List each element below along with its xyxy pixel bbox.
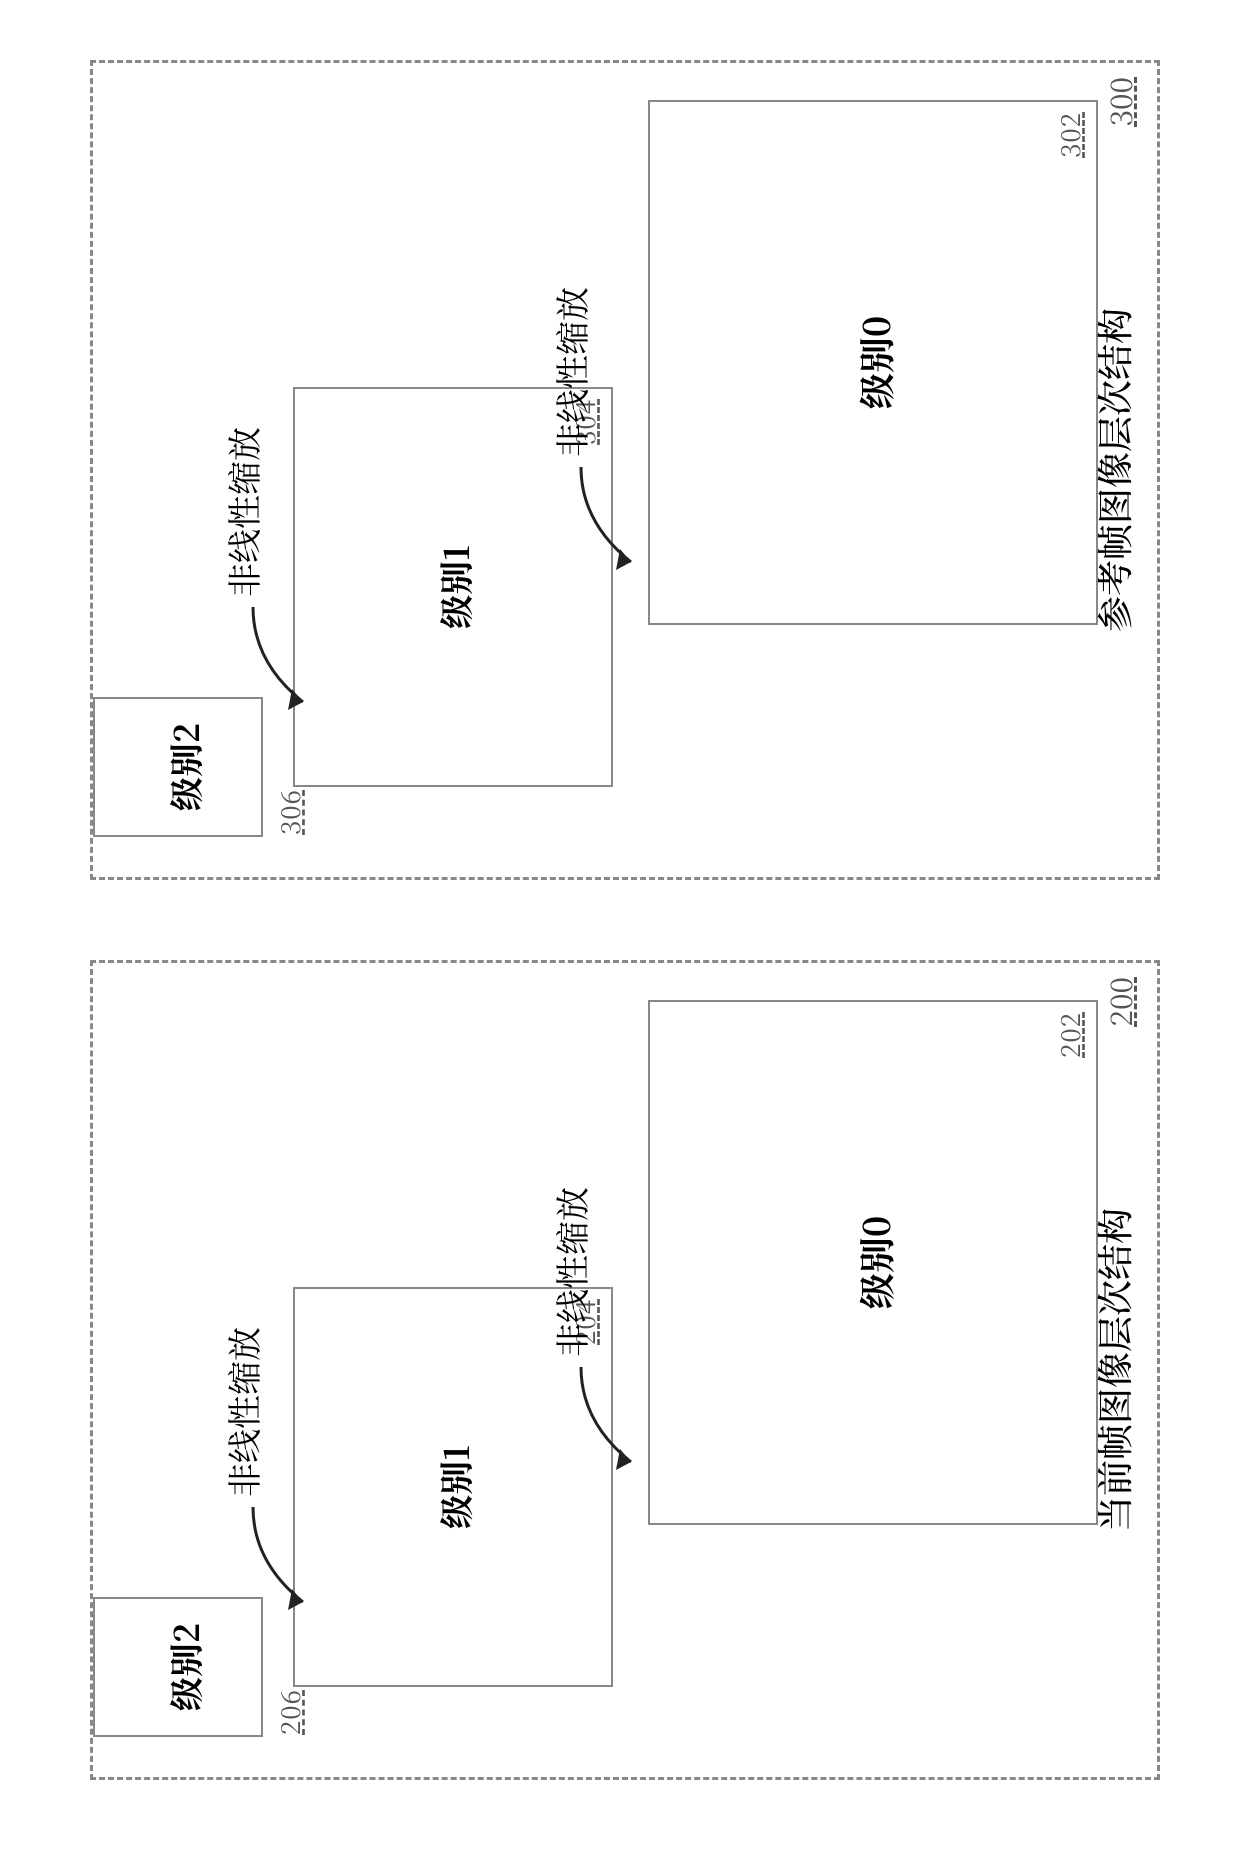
box-level2-current: 级别2 xyxy=(93,1597,263,1737)
panel-ref-current: 200 xyxy=(1097,977,1141,1027)
caption-current: 当前帧图像层次结构 xyxy=(1088,1208,1139,1532)
panel-current-frame: 级别2 206 级别1 204 级别0 202 非线性缩放 xyxy=(90,960,1160,1780)
panel-ref-reference: 300 xyxy=(1097,77,1141,127)
ref-level2-ref: 306 xyxy=(271,789,308,835)
panel-reference-frame: 级别2 306 级别1 304 级别0 302 非线性缩放 xyxy=(90,60,1160,880)
label-level0-current: 级别0 xyxy=(850,1216,901,1309)
arrow-scale-1-current xyxy=(248,1497,318,1617)
box-level2-ref: 级别2 xyxy=(93,697,263,837)
ref-level2-current: 206 xyxy=(271,1689,308,1735)
box-level0-current: 级别0 202 xyxy=(648,1000,1098,1525)
annotation-scale-2-ref: 非线性缩放 xyxy=(546,287,595,457)
label-level2-ref: 级别2 xyxy=(160,723,209,811)
label-level1-current: 级别1 xyxy=(430,1445,479,1529)
box-level0-ref: 级别0 302 xyxy=(648,100,1098,625)
label-level2-current: 级别2 xyxy=(160,1623,209,1711)
annotation-scale-2-current: 非线性缩放 xyxy=(546,1187,595,1357)
arrow-scale-2-current xyxy=(576,1357,646,1477)
caption-reference: 参考帧图像层次结构 xyxy=(1088,308,1139,632)
label-level1-ref: 级别1 xyxy=(430,545,479,629)
arrow-scale-2-ref xyxy=(576,457,646,577)
arrow-scale-1-ref xyxy=(248,597,318,717)
annotation-scale-1-ref: 非线性缩放 xyxy=(218,427,267,597)
annotation-scale-1-current: 非线性缩放 xyxy=(218,1327,267,1497)
ref-level0-ref: 302 xyxy=(1051,112,1088,158)
ref-level0-current: 202 xyxy=(1051,1012,1088,1058)
label-level0-ref: 级别0 xyxy=(850,316,901,409)
